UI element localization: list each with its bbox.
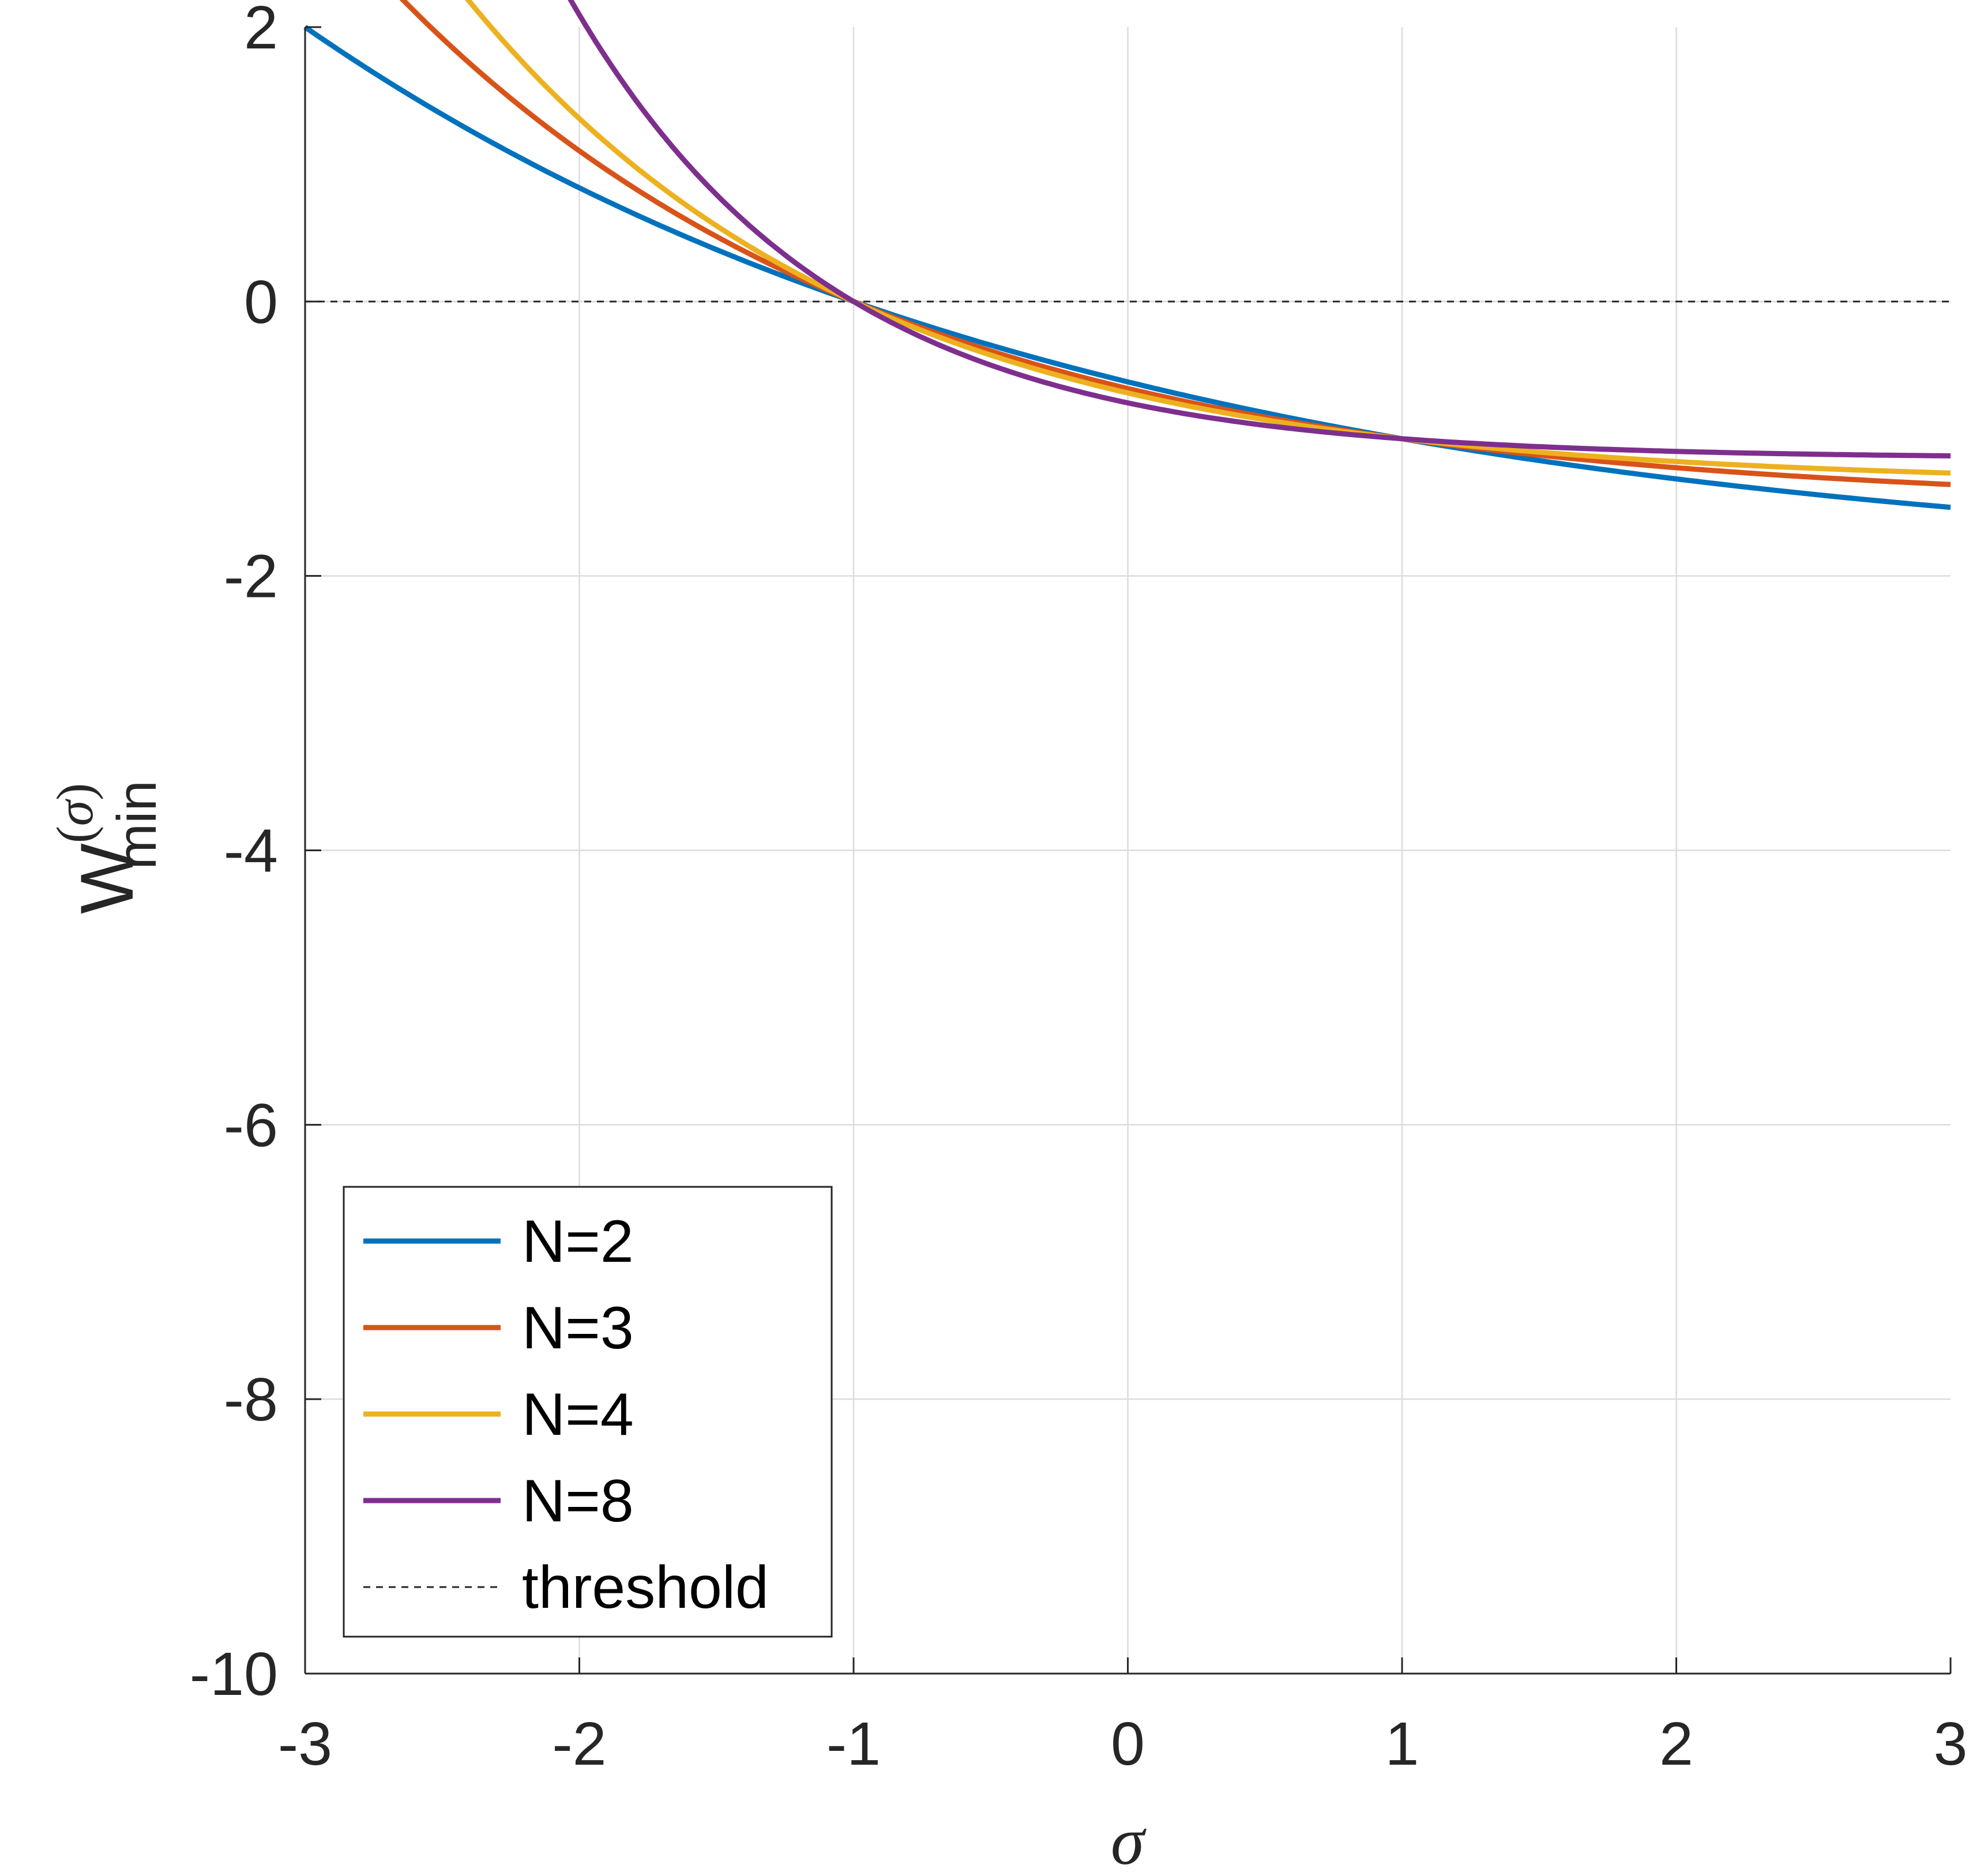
x-tick-label: 0 xyxy=(1111,1710,1145,1778)
y-tick-label: -2 xyxy=(224,543,278,611)
legend-label-threshold: threshold xyxy=(522,1554,769,1621)
legend-label-n8: N=8 xyxy=(522,1468,634,1535)
legend-label-n2: N=2 xyxy=(522,1208,634,1275)
y-tick-label: -4 xyxy=(224,817,278,885)
svg-text:W(σ)min: W(σ)min xyxy=(47,780,168,914)
series-line-n3 xyxy=(399,0,1951,487)
series-group xyxy=(303,0,1951,510)
y-axis-label-sup-symbol: σ xyxy=(47,798,104,826)
ticks: -3 -2 -1 0 1 2 3-10-8-6-4-202 xyxy=(190,0,1968,1778)
y-tick-label: -6 xyxy=(224,1091,278,1159)
y-tick-label: 0 xyxy=(244,268,278,336)
x-tick-label: 1 xyxy=(1385,1710,1419,1778)
legend-label-n4: N=4 xyxy=(522,1381,634,1448)
y-tick-label: 2 xyxy=(244,0,278,62)
y-axis-label-sup-close: ) xyxy=(47,783,104,800)
series-line-n2 xyxy=(303,25,1951,510)
series-line-n8 xyxy=(568,0,1951,458)
series-line-n4 xyxy=(465,0,1951,476)
x-tick-label: -2 xyxy=(552,1710,606,1778)
x-tick-label: -1 xyxy=(826,1710,881,1778)
y-tick-label: -10 xyxy=(190,1640,278,1708)
y-axis-label-subscript: min xyxy=(106,780,168,870)
x-tick-label: 3 xyxy=(1934,1710,1968,1778)
legend-label-n3: N=3 xyxy=(522,1295,634,1362)
y-axis-label: W(σ)min xyxy=(47,780,168,914)
legend: N=2 N=3 N=4 N=8 threshold xyxy=(343,1186,833,1638)
y-tick-label: -8 xyxy=(224,1366,278,1434)
x-axis-label: σ xyxy=(1111,1803,1147,1876)
y-axis-label-base: W xyxy=(65,843,149,914)
y-axis-label-sup-open: ( xyxy=(47,826,104,843)
x-tick-label: 2 xyxy=(1659,1710,1693,1778)
x-tick-label: -3 xyxy=(278,1710,332,1778)
